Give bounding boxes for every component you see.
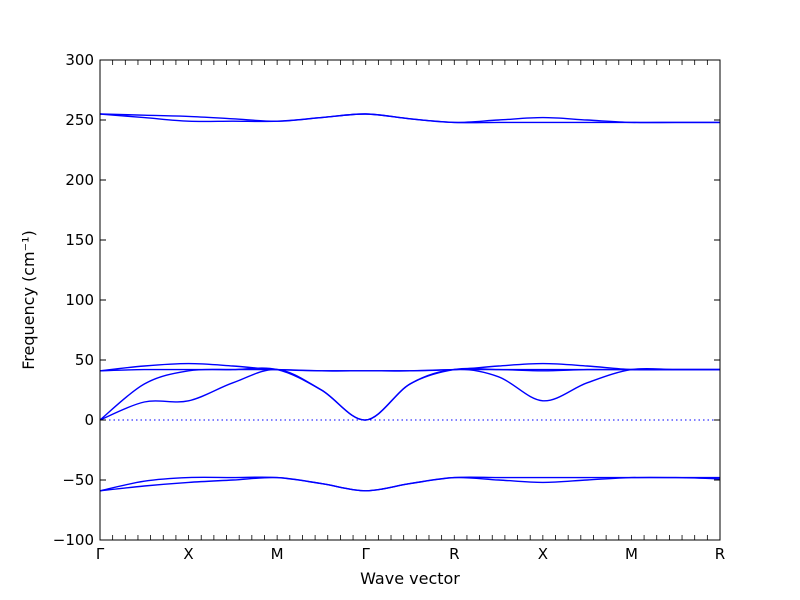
x-tick-label: R [449, 545, 459, 563]
y-axis-label: Frequency (cm⁻¹) [19, 230, 38, 369]
y-tick-label: 250 [65, 111, 94, 129]
y-tick-label: −100 [53, 531, 94, 549]
band-line-6 [99, 367, 720, 421]
band-line-8 [99, 476, 720, 492]
x-tick-label: X [183, 545, 193, 563]
band-line-5 [99, 367, 720, 421]
x-tick-label: R [715, 545, 725, 563]
x-tick-label: X [538, 545, 548, 563]
y-tick-label: −50 [62, 471, 94, 489]
x-tick-label: M [271, 545, 284, 563]
plot-lines [99, 113, 721, 492]
y-tick-label: 100 [65, 291, 94, 309]
x-tick-label: M [625, 545, 638, 563]
x-tick-label: Γ [96, 545, 105, 563]
plot-frame [99, 59, 721, 541]
y-tick-label: 300 [65, 51, 94, 69]
y-tick-label: 0 [84, 411, 94, 429]
y-tick-label: 200 [65, 171, 94, 189]
x-tick-label: Γ [362, 545, 371, 563]
band-line-2 [99, 113, 720, 124]
axis-ticks [99, 59, 721, 541]
y-tick-label: 50 [75, 351, 94, 369]
y-tick-labels: −100 −50 0 50 100 150 200 250 300 [53, 51, 94, 549]
y-tick-label: 150 [65, 231, 94, 249]
x-axis-label: Wave vector [360, 569, 460, 588]
